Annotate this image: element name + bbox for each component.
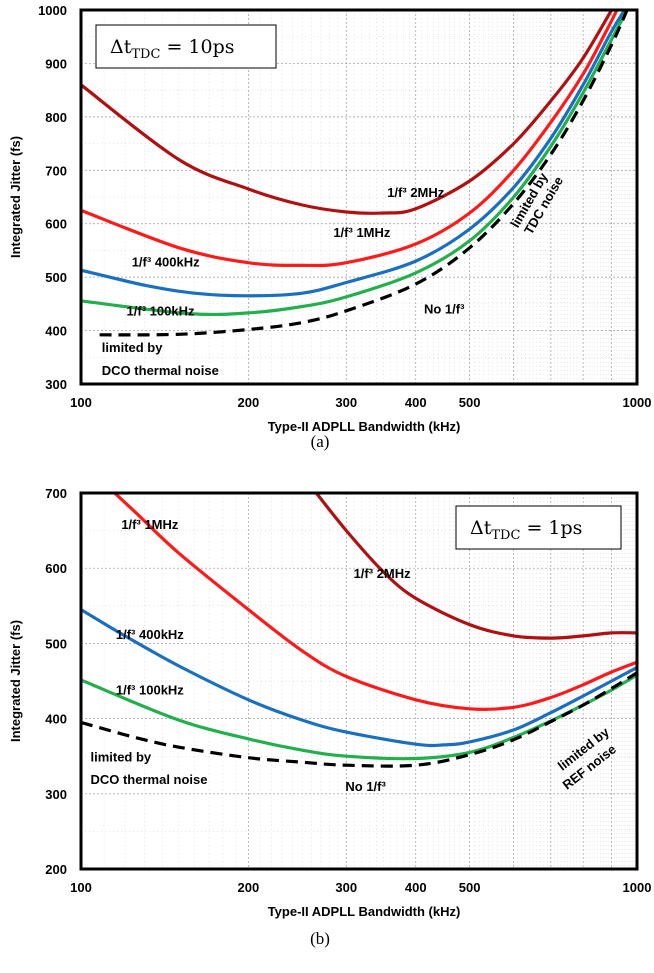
annotation-label: No 1/f³ bbox=[345, 779, 386, 794]
y-tick-label: 800 bbox=[45, 110, 67, 125]
panel-caption: (b) bbox=[310, 929, 330, 948]
y-tick-label: 700 bbox=[45, 163, 67, 178]
y-tick-label: 200 bbox=[45, 862, 67, 877]
series-line-3 bbox=[81, 10, 629, 317]
y-tick-label: 300 bbox=[45, 377, 67, 392]
annotation-label: 1/f³ 100kHz bbox=[116, 683, 184, 698]
delta-t-box bbox=[95, 24, 277, 69]
series-line-0 bbox=[315, 493, 637, 640]
annotation-label: 1/f³ 1MHz bbox=[121, 517, 179, 532]
plot-frame bbox=[79, 491, 639, 871]
y-tick-label: 700 bbox=[45, 486, 67, 501]
annotation-label: DCO thermal noise bbox=[102, 363, 219, 378]
x-tick-label: 500 bbox=[459, 395, 481, 410]
series-line-2 bbox=[81, 10, 626, 298]
plot-frame bbox=[79, 8, 639, 386]
series-line-2 bbox=[81, 608, 637, 748]
y-tick-label: 500 bbox=[45, 636, 67, 651]
y-tick-label: 1000 bbox=[38, 3, 67, 18]
x-tick-label: 400 bbox=[405, 395, 427, 410]
delta-t-label: ΔtTDC = 1ps bbox=[470, 517, 582, 543]
annotation-label: 1/f³ 1MHz bbox=[333, 225, 391, 240]
delta-t-label: ΔtTDC = 10ps bbox=[110, 36, 235, 62]
y-tick-label: 500 bbox=[45, 270, 67, 285]
y-tick-label: 600 bbox=[45, 561, 67, 576]
x-axis-title: Type-II ADPLL Bandwidth (kHz) bbox=[268, 904, 461, 919]
chart-panel-a: 300 400 500 600 700 800 900 1000 100 200 300 400 500… bbox=[8, 3, 651, 451]
x-tick-label: 500 bbox=[459, 880, 481, 895]
series-group bbox=[81, 10, 629, 337]
series-group bbox=[81, 493, 637, 768]
annotation-label: limited by bbox=[90, 749, 151, 764]
x-tick-label: 100 bbox=[70, 880, 92, 895]
delta-t-box bbox=[455, 505, 622, 550]
y-tick-label: 300 bbox=[45, 787, 67, 802]
annotation-label: 1/f³ 2MHz bbox=[387, 185, 445, 200]
y-tick-label: 600 bbox=[45, 217, 67, 232]
y-axis-title: Integrated Jitter (fs) bbox=[8, 620, 23, 742]
x-tick-label: 1000 bbox=[623, 395, 652, 410]
series-line-4 bbox=[99, 10, 629, 337]
series-line-4 bbox=[81, 671, 637, 768]
x-tick-label: 200 bbox=[238, 880, 260, 895]
annotation-label: 1/f³ 2MHz bbox=[354, 566, 412, 581]
annotation-label: No 1/f³ bbox=[424, 301, 465, 316]
annotation-label: 1/f³ 400kHz bbox=[116, 627, 184, 642]
x-tick-label: 300 bbox=[335, 395, 357, 410]
annotation-label: 1/f³ 400kHz bbox=[132, 254, 200, 269]
x-tick-label: 200 bbox=[238, 395, 260, 410]
x-tick-label: 400 bbox=[405, 880, 427, 895]
y-tick-label: 900 bbox=[45, 56, 67, 71]
series-line-0 bbox=[81, 10, 613, 215]
x-axis-title: Type-II ADPLL Bandwidth (kHz) bbox=[268, 419, 461, 434]
annotation-label: limited by bbox=[102, 340, 163, 355]
x-tick-label: 1000 bbox=[623, 880, 652, 895]
series-line-1 bbox=[81, 10, 619, 268]
y-axis-title: Integrated Jitter (fs) bbox=[8, 136, 23, 258]
series-line-1 bbox=[113, 493, 637, 711]
annotation-label: DCO thermal noise bbox=[90, 772, 207, 787]
y-tick-label: 400 bbox=[45, 324, 67, 339]
panel-caption: (a) bbox=[311, 432, 330, 451]
grid bbox=[81, 493, 637, 869]
x-tick-label: 100 bbox=[70, 395, 92, 410]
x-tick-label: 300 bbox=[335, 880, 357, 895]
y-tick-label: 400 bbox=[45, 712, 67, 727]
annotation-label: 1/f³ 100kHz bbox=[127, 304, 195, 319]
